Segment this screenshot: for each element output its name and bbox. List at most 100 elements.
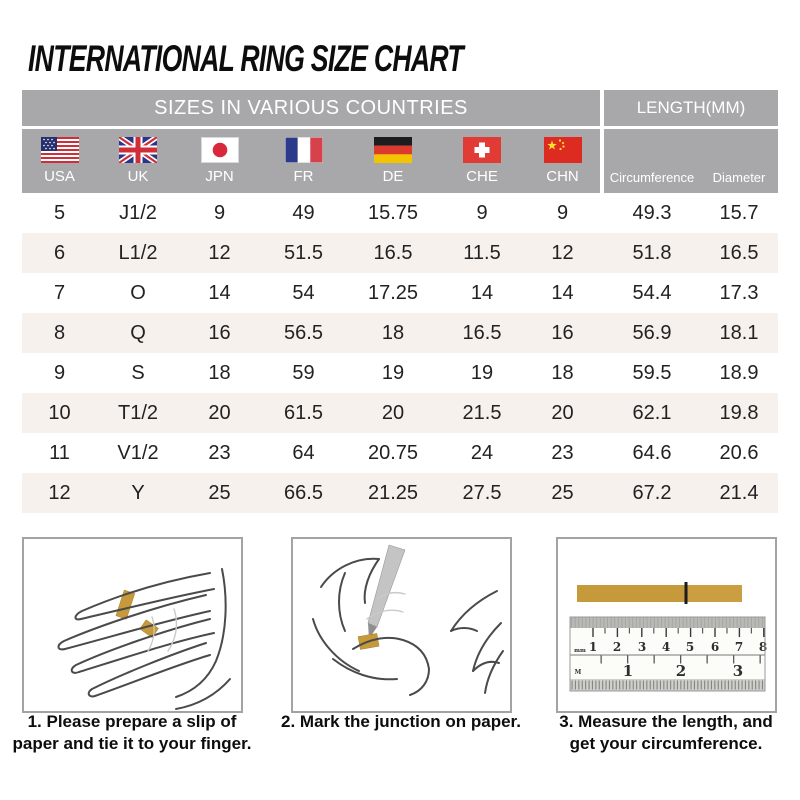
- table-cell: 23: [551, 442, 574, 464]
- svg-text:5: 5: [686, 640, 694, 654]
- column-header-circumference: Circumference: [604, 129, 700, 193]
- column-header-che: CHE: [439, 129, 525, 193]
- table-cell: 62.1: [632, 402, 672, 424]
- table-cell: 16.5: [719, 242, 759, 264]
- table-cell: 54: [292, 282, 315, 304]
- table-cell: 9: [213, 202, 226, 224]
- step3-caption: 3. Measure the length, and get your circ…: [559, 712, 773, 754]
- table-row: 6 L1/2 12 51.5 16.5 11.5 12 51.8 16.5: [22, 233, 778, 273]
- marking-junction-illustration: [312, 544, 504, 696]
- svg-text:8: 8: [759, 640, 767, 654]
- hand-with-paper-strip-illustration: [57, 568, 231, 710]
- table-cell: 27.5: [462, 482, 502, 504]
- step1-box: [22, 537, 243, 713]
- table-cell: Y: [131, 482, 145, 504]
- country-code: CHE: [466, 168, 498, 185]
- table-cell: 51.8: [632, 242, 672, 264]
- table-cell: 56.5: [284, 322, 323, 344]
- table-cell: 64: [292, 442, 315, 464]
- table-cell: 66.5: [284, 482, 323, 504]
- table-row: 12 Y 25 66.5 21.25 27.5 25 67.2 21.4: [22, 473, 778, 513]
- svg-text:3: 3: [638, 640, 646, 654]
- column-header-jpn: JPN: [179, 129, 260, 193]
- table-cell: 20: [208, 402, 231, 424]
- table-column-header-row: USA UK JPN: [22, 129, 778, 193]
- svg-text:1: 1: [589, 640, 597, 654]
- table-cell: V1/2: [117, 442, 159, 464]
- ruler-graphic: mm 1 2 3 4 5 6 7 8 M 1 2 3: [569, 616, 767, 692]
- country-code: DE: [382, 168, 404, 185]
- svg-text:2: 2: [676, 662, 686, 680]
- table-cell: 20: [381, 402, 405, 424]
- ruler-measurement-illustration: mm 1 2 3 4 5 6 7 8 M 1 2 3: [569, 582, 767, 692]
- table-cell: 9: [476, 202, 488, 224]
- table-cell: 15.75: [367, 202, 419, 224]
- length-group-header: LENGTH(MM): [604, 90, 778, 126]
- table-cell: 11.5: [463, 242, 501, 264]
- table-cell: 19: [381, 362, 405, 384]
- table-cell: T1/2: [117, 402, 159, 424]
- table-row: 8 Q 16 56.5 18 16.5 16 56.9 18.1: [22, 313, 778, 353]
- table-cell: 19: [470, 362, 494, 384]
- table-cell: 7: [53, 282, 66, 304]
- table-cell: 67.2: [632, 482, 672, 504]
- table-cell: 14: [208, 282, 231, 304]
- table-cell: 25: [208, 482, 231, 504]
- svg-text:2: 2: [613, 640, 621, 654]
- table-row: 5 J1/2 9 49 15.75 9 9 49.3 15.7: [22, 193, 778, 233]
- ring-size-table: SIZES IN VARIOUS COUNTRIES LENGTH(MM): [22, 90, 778, 513]
- usa-flag-icon: [40, 137, 79, 163]
- table-cell: 14: [551, 282, 574, 304]
- sizes-group-header: SIZES IN VARIOUS COUNTRIES: [22, 90, 600, 126]
- table-row: 11 V1/2 23 64 20.75 24 23 64.6 20.6: [22, 433, 778, 473]
- svg-text:mm: mm: [574, 648, 586, 654]
- table-cell: 20: [551, 402, 574, 424]
- step2-caption: 2. Mark the junction on paper.: [281, 712, 521, 731]
- table-cell: 16: [208, 322, 231, 344]
- country-code: USA: [44, 168, 75, 185]
- table-cell: 51.5: [284, 242, 323, 264]
- column-header-uk: UK: [97, 129, 179, 193]
- table-cell: 12: [208, 242, 231, 264]
- table-cell: 59.5: [632, 362, 672, 384]
- step1-caption: 1. Please prepare a slip of paper and ti…: [12, 712, 252, 754]
- table-row: 7 O 14 54 17.25 14 14 54.4 17.3: [22, 273, 778, 313]
- table-cell: 9: [556, 202, 569, 224]
- table-cell: 9: [53, 362, 66, 384]
- page-title: INTERNATIONAL RING SIZE CHART: [28, 38, 464, 79]
- table-cell: 15.7: [719, 202, 759, 224]
- table-cell: 8: [53, 322, 66, 344]
- table-cell: L1/2: [118, 242, 158, 264]
- table-cell: 17.3: [719, 282, 759, 304]
- table-cell: S: [131, 362, 145, 384]
- table-cell: 16.5: [373, 242, 413, 264]
- svg-text:4: 4: [662, 640, 670, 654]
- country-code: UK: [127, 168, 149, 185]
- table-cell: 18.1: [719, 322, 759, 344]
- france-flag-icon: [284, 137, 323, 163]
- china-flag-icon: [543, 137, 582, 163]
- table-row: 9 S 18 59 19 19 18 59.5 18.9: [22, 353, 778, 393]
- table-cell: 11: [49, 442, 70, 464]
- table-cell: Q: [130, 322, 146, 344]
- column-header-chn: CHN: [525, 129, 600, 193]
- table-cell: 16.5: [462, 322, 502, 344]
- table-cell: 25: [551, 482, 574, 504]
- table-row: 10 T1/2 20 61.5 20 21.5 20 62.1 19.8: [22, 393, 778, 433]
- table-cell: 16: [551, 322, 574, 344]
- table-cell: O: [130, 282, 146, 304]
- table-cell: 64.6: [632, 442, 672, 464]
- uk-flag-icon: [119, 137, 157, 163]
- table-cell: 24: [470, 442, 494, 464]
- table-cell: 20.75: [367, 442, 419, 464]
- table-cell: 20.6: [719, 442, 759, 464]
- table-cell: J1/2: [119, 202, 157, 224]
- table-cell: 21.5: [462, 402, 502, 424]
- table-body: 5 J1/2 9 49 15.75 9 9 49.3 15.7 6 L1/2 12 51.5 16.5 11…: [22, 193, 778, 513]
- junction-mark: [684, 582, 688, 604]
- country-code: FR: [293, 168, 314, 185]
- country-code: CHN: [546, 168, 579, 185]
- svg-text:6: 6: [711, 640, 719, 654]
- column-header-diameter: Diameter: [700, 129, 778, 193]
